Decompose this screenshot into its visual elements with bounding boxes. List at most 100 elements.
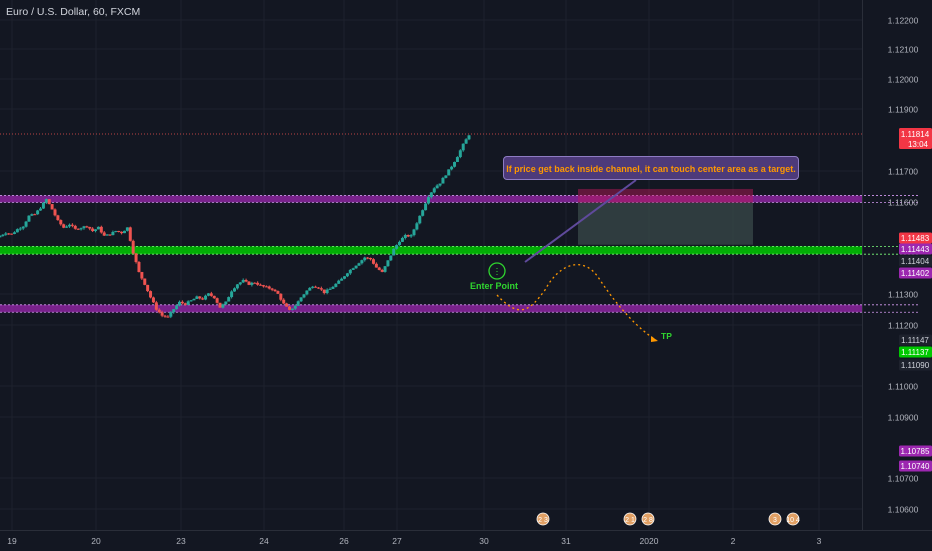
candle-body (441, 177, 445, 184)
candle-body (426, 197, 430, 204)
current-price-box (899, 128, 932, 149)
candle-body (166, 316, 170, 318)
candle-body (204, 295, 208, 300)
y-tick-label: 1.12000 (888, 75, 919, 85)
candle-body (189, 300, 193, 302)
candle-body (267, 286, 271, 289)
price-label-box (899, 346, 932, 358)
enter-point-circle (488, 262, 506, 280)
candle-body (250, 282, 254, 285)
x-tick-label: 19 (7, 536, 17, 546)
candle-body (215, 298, 219, 303)
stop-loss-zone (578, 188, 753, 203)
candle-body (340, 278, 344, 281)
candle-body (105, 234, 109, 236)
candle-body (380, 269, 384, 272)
event-marker-icon (536, 512, 550, 526)
candle-body (319, 288, 323, 290)
tp-label: TP (661, 331, 672, 341)
candle-body (53, 209, 57, 216)
candle-body (76, 228, 80, 230)
y-tick-label: 1.11200 (888, 321, 918, 331)
candle-body (163, 315, 167, 317)
candle-body (432, 188, 436, 193)
candle-body (244, 279, 248, 282)
price-label-box (899, 359, 932, 371)
candle-body (308, 287, 312, 291)
callout-connector (524, 179, 637, 263)
candle-body (137, 262, 141, 273)
candle-body (117, 230, 121, 232)
candle-body (218, 302, 222, 308)
y-tick-label: 1.11900 (888, 105, 918, 115)
candle-body (363, 257, 367, 261)
y-tick-label: 1.11600 (888, 198, 918, 208)
candle-body (331, 286, 335, 289)
time-scale[interactable] (0, 530, 932, 551)
candle-body (383, 266, 387, 272)
candle-body (334, 283, 338, 287)
candle-body (395, 245, 399, 249)
event-marker-icon (641, 512, 655, 526)
event-marker-label: 2 1 (625, 517, 635, 524)
candle-body (177, 301, 181, 306)
candle-body (377, 267, 381, 270)
x-tick-label: 3 (817, 536, 822, 546)
candle-body (455, 157, 459, 162)
candle-body (357, 263, 361, 266)
candle-body (151, 297, 155, 303)
candle-body (253, 282, 257, 284)
price-label: 1.11402 (901, 269, 930, 278)
candle-body (230, 291, 234, 298)
candle-body (438, 183, 442, 186)
candle-body (282, 299, 286, 304)
candle-body (288, 306, 292, 310)
candle-body (50, 204, 54, 210)
event-marker-label: 10 4 (786, 517, 800, 524)
candle-body (256, 282, 260, 285)
candle-body (415, 223, 419, 230)
price-scale[interactable] (862, 0, 932, 530)
candle-body (79, 228, 83, 230)
candle-body (140, 272, 144, 279)
candle-body (458, 150, 462, 158)
candle-body (169, 312, 173, 317)
zone-upper-channel (0, 195, 862, 203)
candle-body (4, 233, 8, 235)
candle-body (447, 169, 451, 176)
candle-body (33, 214, 37, 216)
candle-body (125, 227, 129, 231)
price-label-box (899, 267, 932, 279)
candle-body (360, 260, 364, 264)
candle-body (461, 143, 465, 151)
x-tick-label: 20 (91, 536, 101, 546)
x-tick-label: 2 (731, 536, 736, 546)
candle-body (314, 286, 318, 288)
candle-body (149, 291, 153, 298)
candle-body (299, 297, 303, 302)
candle-body (424, 203, 428, 211)
candle-body (114, 230, 118, 232)
candle-body (183, 303, 187, 305)
position-layer (578, 188, 753, 245)
candle-body (325, 289, 329, 294)
x-tick-label: 26 (339, 536, 349, 546)
candle-body (67, 224, 71, 227)
candle-body (409, 235, 413, 237)
candle-body (212, 295, 216, 299)
candle-body (96, 226, 100, 230)
zone-center-channel (0, 246, 862, 255)
candle-body (293, 305, 297, 309)
current-price-label: 1.11814 (901, 130, 930, 139)
candle-body (15, 229, 19, 233)
price-label: 1.11137 (901, 348, 929, 357)
y-tick-label: 1.10600 (888, 505, 919, 515)
candle-body (464, 139, 468, 144)
candle-body (270, 288, 274, 290)
candle-body (160, 312, 164, 316)
price-label-box (899, 445, 932, 457)
annotation-callout[interactable]: If price get back inside channel, it can… (503, 156, 799, 180)
drawing-layer (0, 133, 862, 342)
